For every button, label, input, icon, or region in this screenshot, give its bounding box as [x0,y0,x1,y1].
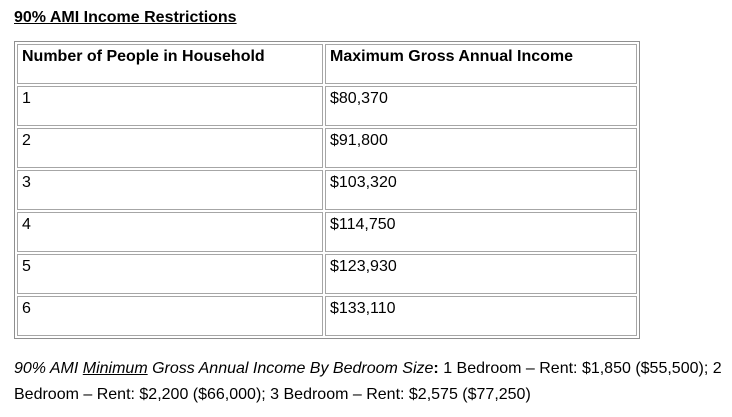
people-count-cell: 5 [17,254,323,294]
table-row: 2 $91,800 [17,128,637,168]
people-count-cell: 3 [17,170,323,210]
people-count-cell: 6 [17,296,323,336]
table-row: 6 $133,110 [17,296,637,336]
table-header-row: Number of People in Household Maximum Gr… [17,44,637,84]
table-row: 3 $103,320 [17,170,637,210]
page-title: 90% AMI Income Restrictions [14,9,237,26]
income-restrictions-table: Number of People in Household Maximum Gr… [14,41,640,339]
footnote-lead-italic-post: Gross Annual Income By Bedroom Size [147,360,434,377]
table-row: 1 $80,370 [17,86,637,126]
max-income-cell: $91,800 [325,128,637,168]
footnote: 90% AMI Minimum Gross Annual Income By B… [14,356,728,408]
max-income-cell: $123,930 [325,254,637,294]
footnote-underlined-minimum: Minimum [82,360,148,377]
table-row: 4 $114,750 [17,212,637,252]
max-income-cell: $133,110 [325,296,637,336]
footnote-bold-colon: : [433,360,439,377]
max-income-cell: $80,370 [325,86,637,126]
people-count-cell: 1 [17,86,323,126]
column-header-people-in-household: Number of People in Household [17,44,323,84]
max-income-cell: $114,750 [325,212,637,252]
footnote-lead-italic-pre: 90% AMI [14,360,83,377]
column-header-max-gross-annual-income: Maximum Gross Annual Income [325,44,637,84]
footnote-rent-details: 1 Bedroom – Rent: $1,850 ($55,500); 2 Be… [14,360,722,403]
table-row: 5 $123,930 [17,254,637,294]
people-count-cell: 2 [17,128,323,168]
people-count-cell: 4 [17,212,323,252]
max-income-cell: $103,320 [325,170,637,210]
